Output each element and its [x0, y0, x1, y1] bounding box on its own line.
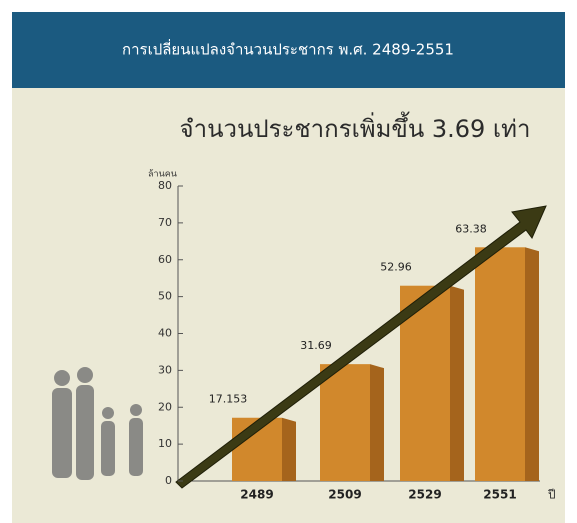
- x-axis-label: ปี: [547, 488, 555, 502]
- value-label: 52.96: [380, 261, 412, 274]
- y-tick-label: 40: [158, 327, 172, 340]
- header-title: การเปลี่ยนแปลงจำนวนประชากร พ.ศ. 2489-255…: [122, 39, 454, 59]
- y-tick-label: 10: [158, 437, 172, 450]
- bar: [475, 247, 525, 481]
- header-band: [12, 12, 565, 88]
- bar-side: [450, 285, 464, 481]
- bar: [320, 364, 370, 481]
- y-tick-label: 80: [158, 179, 172, 192]
- value-label: 31.69: [300, 339, 332, 352]
- x-tick-label: 2489: [240, 488, 273, 502]
- x-tick-label: 2551: [483, 488, 516, 502]
- y-tick-label: 20: [158, 400, 172, 413]
- bar-side: [370, 364, 384, 481]
- y-axis-label: ล้านคน: [148, 169, 177, 180]
- bar-side: [282, 417, 296, 481]
- value-label: 17.153: [209, 393, 248, 406]
- people-silhouette: [52, 367, 143, 480]
- bar-side: [525, 247, 539, 481]
- x-tick-label: 2509: [328, 488, 361, 502]
- trend-arrow: [175, 205, 547, 489]
- y-tick-label: 70: [158, 216, 172, 229]
- y-tick-label: 0: [165, 474, 172, 487]
- y-tick-label: 60: [158, 253, 172, 266]
- y-tick-label: 30: [158, 363, 172, 376]
- y-tick-label: 50: [158, 290, 172, 303]
- chart-title: จำนวนประชากรเพิ่มขึ้น 3.69 เท่า: [180, 111, 531, 143]
- x-tick-label: 2529: [408, 488, 441, 502]
- value-label: 63.38: [455, 222, 487, 235]
